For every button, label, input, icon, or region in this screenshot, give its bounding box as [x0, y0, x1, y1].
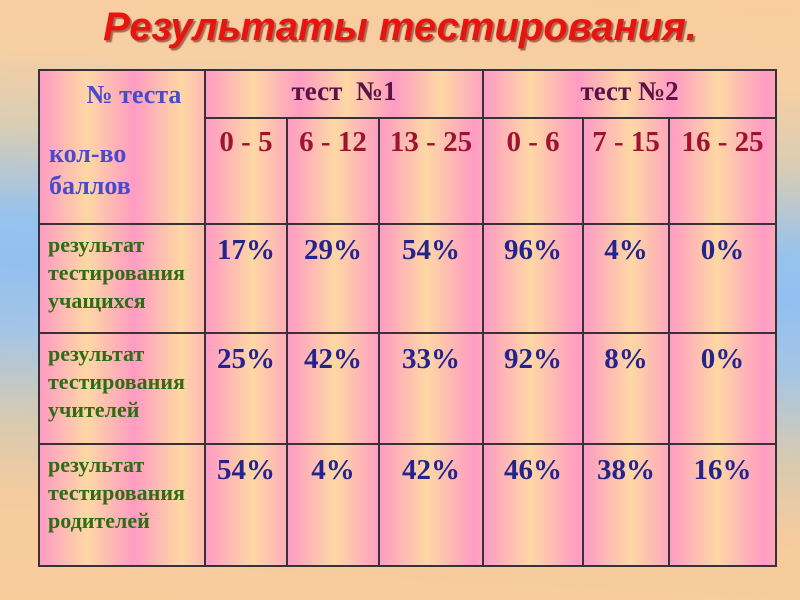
value-cell: 54%	[377, 223, 485, 334]
corner-label-test-number: № теста	[86, 80, 182, 109]
value-cell: 16%	[668, 443, 778, 567]
corner-cell: № теста кол-во баллов	[38, 69, 206, 225]
range-cell-t2-low: 0 - 6	[482, 117, 585, 225]
results-table: № теста кол-во баллов тест №1 тест №2 0 …	[38, 69, 778, 567]
slide-title: Результаты тестирования.	[103, 5, 697, 49]
value-cell: 4%	[286, 443, 380, 567]
value-cell: 54%	[204, 443, 288, 567]
value-cell: 42%	[377, 443, 485, 567]
value-cell: 0%	[668, 332, 778, 445]
range-cell-t1-mid: 6 - 12	[286, 117, 380, 225]
range-cell-t1-high: 13 - 25	[377, 117, 485, 225]
value-cell: 4%	[582, 223, 671, 334]
group-header-test1: тест №1	[203, 69, 485, 119]
value-cell: 25%	[204, 332, 288, 445]
value-cell: 29%	[286, 223, 380, 334]
value-cell: 42%	[286, 332, 380, 445]
table-row-teachers: результат тестирования учителей 25% 42% …	[38, 332, 778, 445]
row-label-teachers: результат тестирования учителей	[38, 332, 206, 445]
value-cell: 8%	[582, 332, 671, 445]
range-cell-t2-high: 16 - 25	[668, 117, 778, 225]
table-row-parents: результат тестирования родителей 54% 4% …	[38, 443, 778, 567]
value-cell: 0%	[668, 223, 778, 334]
row-label-parents: результат тестирования родителей	[38, 443, 206, 567]
range-cell-t2-mid: 7 - 15	[582, 117, 671, 225]
header-row-ranges: 0 - 5 6 - 12 13 - 25 0 - 6 7 - 15 16 - 2…	[39, 117, 778, 225]
value-cell: 38%	[582, 443, 671, 567]
value-cell: 33%	[377, 332, 485, 445]
value-cell: 46%	[482, 443, 585, 567]
value-cell: 17%	[204, 223, 288, 334]
value-cell: 92%	[482, 332, 585, 445]
table-row-students: результат тестирования учащихся 17% 29% …	[38, 223, 778, 334]
row-label-students: результат тестирования учащихся	[38, 223, 206, 334]
group-header-test2: тест №2	[482, 69, 778, 119]
value-cell: 96%	[482, 223, 585, 334]
corner-label-score-count: кол-во баллов	[49, 139, 131, 200]
range-cell-t1-low: 0 - 5	[204, 117, 288, 225]
header-row-groups: № теста кол-во баллов тест №1 тест №2	[38, 69, 778, 225]
